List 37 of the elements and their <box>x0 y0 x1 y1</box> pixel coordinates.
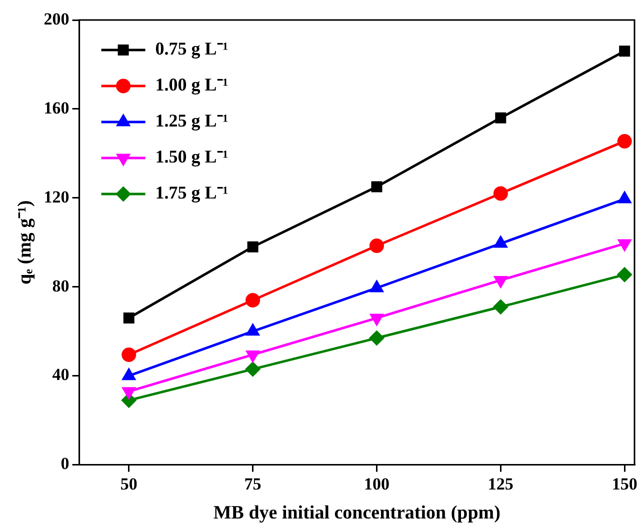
legend-label: 1.75 g L⁻¹ <box>155 182 228 203</box>
point <box>619 46 630 57</box>
x-tick-label: 50 <box>120 474 138 494</box>
point <box>246 362 260 376</box>
point <box>370 280 384 292</box>
legend-label: 1.00 g L⁻¹ <box>155 74 228 95</box>
y-tick-label: 80 <box>52 276 70 296</box>
point <box>123 312 134 324</box>
point <box>246 324 260 336</box>
point <box>617 134 632 148</box>
y-axis-title: qₑ (mg g⁻¹) <box>14 200 36 284</box>
y-tick-label: 0 <box>60 454 70 474</box>
y-tick-label: 200 <box>44 9 70 28</box>
point <box>495 112 506 124</box>
point <box>122 347 136 362</box>
legend-label: 1.50 g L⁻¹ <box>155 146 228 167</box>
x-tick-label: 150 <box>612 474 638 494</box>
y-tick-label: 120 <box>44 187 70 206</box>
x-axis-title: MB dye initial concentration (ppm) <box>213 502 500 524</box>
y-tick-label: 160 <box>44 98 70 118</box>
legend-label: 1.25 g L⁻¹ <box>155 110 228 131</box>
point <box>493 186 508 201</box>
x-tick-label: 75 <box>244 474 262 494</box>
point <box>246 292 260 308</box>
point <box>369 238 384 253</box>
point <box>122 368 136 380</box>
point <box>494 236 508 248</box>
legend-label: 0.75 g L⁻¹ <box>155 38 228 59</box>
point <box>371 181 382 192</box>
point <box>369 330 384 346</box>
x-tick-label: 125 <box>488 474 514 494</box>
x-tick-label: 100 <box>364 474 390 494</box>
point <box>618 192 632 204</box>
y-tick-label: 40 <box>52 365 70 384</box>
point <box>493 300 508 314</box>
point <box>247 241 258 252</box>
point <box>617 267 632 282</box>
